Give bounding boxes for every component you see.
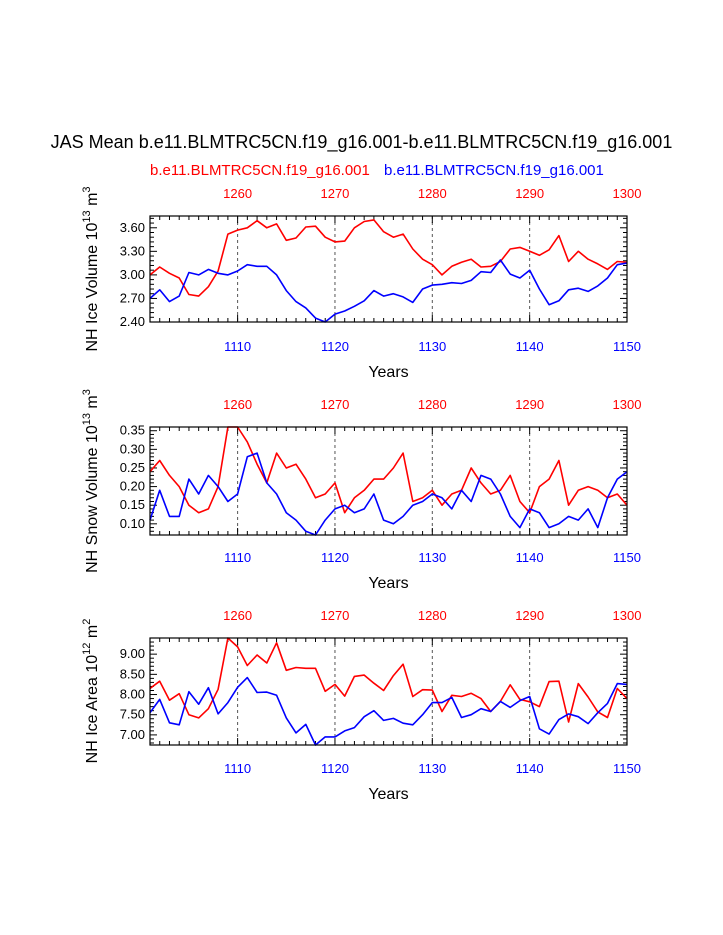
x-tick-label-bottom: 1120: [321, 761, 349, 776]
x-tick-label-top: 1280: [418, 186, 447, 201]
y-axis-label: NH Ice Volume 1013 m3: [81, 186, 101, 351]
series-line-blue: [149, 452, 628, 536]
chart-panel-2: 0.10 0.15 0.20 0.25 0.30 0.35 1110 1260 1120 1270…: [81, 389, 641, 592]
series-line-blue: [149, 259, 628, 323]
x-tick-label-top: 1270: [320, 186, 349, 201]
x-tick-label-top: 1260: [223, 397, 252, 412]
x-tick-label-top: 1270: [320, 608, 349, 623]
case2-label: b.e11.BLMTRC5CN.f19_g16.001: [384, 162, 604, 179]
series-line-red: [149, 426, 628, 514]
plot-frame: [149, 426, 628, 536]
plot-frame: [149, 215, 628, 323]
y-tick-label: 3.00: [120, 267, 145, 282]
y-tick-label: 8.00: [120, 687, 145, 702]
x-tick-label-top: 1290: [515, 608, 544, 623]
x-tick-label-top: 1270: [320, 397, 349, 412]
x-axis-label: Years: [368, 575, 408, 592]
y-tick-label: 7.00: [120, 727, 145, 742]
y-tick-label: 0.30: [120, 441, 145, 456]
y-axis-label: NH Ice Area 1012 m2: [81, 619, 101, 764]
x-tick-label-bottom: 1140: [516, 761, 544, 776]
chart-panel-3: 7.00 7.50 8.00 8.50 9.00 1110 1260 1120 1270 1130…: [81, 608, 641, 803]
series-line-red: [149, 219, 628, 297]
x-tick-label-bottom: 1110: [224, 339, 251, 354]
x-tick-label-bottom: 1120: [321, 339, 349, 354]
y-tick-label: 2.40: [120, 314, 145, 329]
x-axis-label: Years: [368, 364, 408, 381]
x-tick-label-bottom: 1110: [224, 550, 251, 565]
x-tick-label-top: 1300: [613, 186, 642, 201]
x-tick-label-top: 1300: [613, 608, 642, 623]
x-tick-label-bottom: 1150: [613, 339, 641, 354]
x-tick-label-bottom: 1150: [613, 761, 641, 776]
y-axis-label: NH Snow Volume 1013 m3: [81, 389, 101, 573]
x-tick-label-bottom: 1130: [418, 761, 446, 776]
x-tick-label-top: 1290: [515, 397, 544, 412]
x-tick-label-bottom: 1140: [516, 339, 544, 354]
y-tick-label: 9.00: [120, 646, 145, 661]
y-tick-label: 2.70: [120, 290, 145, 305]
y-tick-label: 0.35: [120, 423, 145, 438]
x-axis-label: Years: [368, 786, 408, 803]
plot-frame: [149, 637, 628, 746]
y-tick-label: 0.25: [120, 460, 145, 475]
x-tick-label-top: 1300: [613, 397, 642, 412]
case1-label: b.e11.BLMTRC5CN.f19_g16.001: [150, 162, 370, 179]
x-tick-label-top: 1280: [418, 608, 447, 623]
y-tick-label: 0.10: [120, 516, 145, 531]
x-tick-label-top: 1290: [515, 186, 544, 201]
chart-panel-1: 2.40 2.70 3.00 3.30 3.60 1110 1260 1120 1270 1130…: [81, 186, 641, 381]
x-tick-label-bottom: 1130: [418, 339, 446, 354]
y-tick-label: 3.30: [120, 243, 145, 258]
x-tick-label-bottom: 1120: [321, 550, 349, 565]
x-tick-label-top: 1280: [418, 397, 447, 412]
y-tick-label: 7.50: [120, 707, 145, 722]
x-tick-label-bottom: 1130: [418, 550, 446, 565]
y-tick-label: 0.20: [120, 479, 145, 494]
series-line-blue: [149, 676, 628, 746]
main-title: JAS Mean b.e11.BLMTRC5CN.f19_g16.001-b.e…: [50, 132, 673, 152]
x-tick-label-bottom: 1110: [224, 761, 251, 776]
x-tick-label-bottom: 1150: [613, 550, 641, 565]
x-tick-label-bottom: 1140: [516, 550, 544, 565]
y-tick-label: 8.50: [120, 666, 145, 681]
x-tick-label-top: 1260: [223, 608, 252, 623]
y-tick-label: 0.15: [120, 497, 145, 512]
series-line-red: [149, 637, 628, 723]
y-tick-label: 3.60: [120, 220, 145, 235]
x-tick-label-top: 1260: [223, 186, 252, 201]
